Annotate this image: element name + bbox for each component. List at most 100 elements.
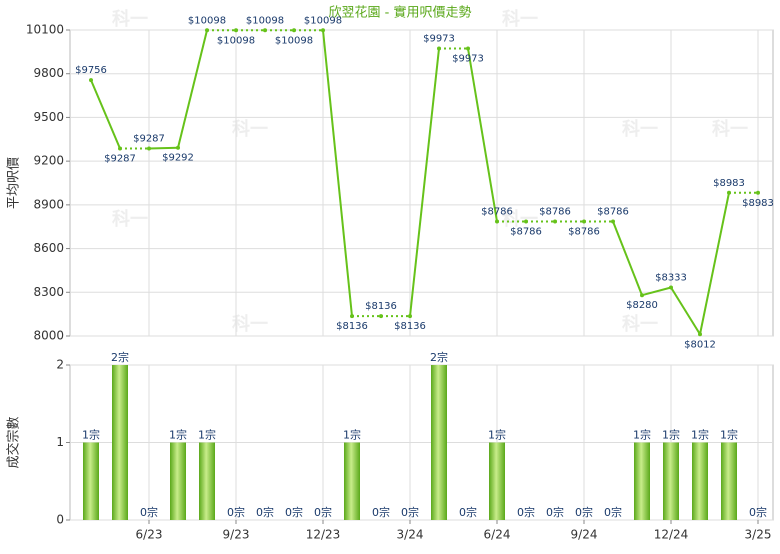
watermark: 科一 <box>502 208 538 230</box>
watermark: 科一 <box>622 118 658 140</box>
value-label: 0宗 <box>575 505 593 519</box>
point <box>553 219 557 224</box>
value-label: $8786 <box>568 226 600 237</box>
point <box>611 219 615 224</box>
y-tick-label: 1 <box>56 435 64 449</box>
y-tick-label: 9200 <box>33 154 64 168</box>
point <box>263 28 267 33</box>
value-label: 0宗 <box>227 505 245 519</box>
point <box>495 219 499 224</box>
value-label: 1宗 <box>691 428 709 442</box>
value-label: 1宗 <box>633 428 651 442</box>
value-label: $8786 <box>481 206 513 217</box>
line-segment <box>612 221 643 296</box>
value-label: $9292 <box>162 153 194 164</box>
y-tick-label: 2 <box>56 358 64 372</box>
value-label: 0宗 <box>140 505 158 519</box>
watermark: 科一 <box>232 118 268 140</box>
line-segment <box>467 48 498 222</box>
watermark: 科一 <box>502 8 538 30</box>
value-label: $10098 <box>217 35 255 46</box>
value-label: 1宗 <box>198 428 216 442</box>
value-label: 0宗 <box>749 505 767 519</box>
value-label: $9287 <box>104 153 136 164</box>
watermark: 科一 <box>112 8 148 30</box>
watermark: 科一 <box>232 313 268 335</box>
value-label: 0宗 <box>459 505 477 519</box>
y-tick-label: 10100 <box>26 23 64 37</box>
watermark: 科一 <box>112 208 148 230</box>
x-tick-label: 12/24 <box>654 528 689 542</box>
point <box>292 28 296 33</box>
bar <box>721 442 737 520</box>
point <box>698 332 702 337</box>
plot-area <box>69 29 774 337</box>
chart-title: 欣翌花園 - 實用呎價走勢 <box>329 5 472 21</box>
line-segment <box>148 146 179 150</box>
y-tick-label: 8900 <box>33 197 64 211</box>
value-label: 0宗 <box>314 505 332 519</box>
x-tick-label: 12/23 <box>306 528 341 542</box>
x-tick-label: 3/25 <box>745 528 772 542</box>
value-label: $8786 <box>597 206 629 217</box>
value-label: $8786 <box>510 226 542 237</box>
bar <box>170 442 186 520</box>
value-label: 2宗 <box>111 350 129 364</box>
point <box>147 146 151 151</box>
value-label: 1宗 <box>662 428 680 442</box>
y-tick-label: 8300 <box>33 285 64 299</box>
point <box>437 46 441 51</box>
bar <box>199 442 215 520</box>
line-segment <box>641 286 672 297</box>
point <box>466 46 470 51</box>
value-label: 0宗 <box>604 505 622 519</box>
point <box>408 314 412 319</box>
x-tick-label: 6/23 <box>136 528 163 542</box>
value-label: 0宗 <box>372 505 390 519</box>
bar <box>663 442 679 520</box>
value-label: 0宗 <box>517 505 535 519</box>
value-label: $10098 <box>188 15 226 26</box>
x-tick-label: 9/24 <box>571 528 598 542</box>
bar <box>344 442 360 520</box>
value-label: $9973 <box>423 34 455 45</box>
point <box>524 219 528 224</box>
value-label: $8786 <box>539 206 571 217</box>
value-label: 0宗 <box>285 505 303 519</box>
line-segment <box>670 286 701 335</box>
bar <box>692 442 708 520</box>
value-label: $8983 <box>742 198 774 209</box>
value-label: $9287 <box>133 133 165 144</box>
bar <box>634 442 650 520</box>
value-label: 1宗 <box>82 428 100 442</box>
value-label: $8983 <box>713 178 745 189</box>
line-segment <box>322 30 353 317</box>
line-segment <box>90 79 121 149</box>
point <box>176 145 180 150</box>
value-label: $10098 <box>246 15 284 26</box>
y-axis-label: 平均呎價 <box>7 157 22 209</box>
point <box>582 219 586 224</box>
point <box>756 190 760 195</box>
point <box>727 190 731 195</box>
value-label: $8136 <box>365 301 397 312</box>
x-tick-label: 6/24 <box>484 528 511 542</box>
x-tick-label: 3/24 <box>397 528 424 542</box>
point <box>669 285 673 290</box>
value-label: 2宗 <box>430 350 448 364</box>
y-tick-label: 0 <box>56 513 64 527</box>
point <box>379 314 383 319</box>
value-label: $10098 <box>304 15 342 26</box>
bar <box>431 365 447 520</box>
value-label: 1宗 <box>169 428 187 442</box>
y-tick-label: 9500 <box>33 110 64 124</box>
value-label: 1宗 <box>488 428 506 442</box>
point <box>89 78 93 83</box>
value-label: 0宗 <box>256 505 274 519</box>
line-segment <box>699 192 730 335</box>
point <box>350 314 354 319</box>
point <box>118 146 122 151</box>
point <box>321 28 325 33</box>
